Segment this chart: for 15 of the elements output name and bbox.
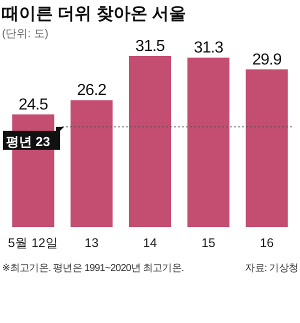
x-tick-label: 16 — [260, 236, 274, 250]
data-label: 29.9 — [252, 51, 282, 68]
text: ※최고기온. 평년은 1991~2020년 최고기온. — [2, 263, 184, 274]
chart-subtitle: (단위: 도) — [2, 28, 48, 40]
data-label: 31.3 — [194, 40, 224, 57]
data-label: 24.5 — [18, 96, 48, 114]
x-tick-label: 14 — [143, 236, 157, 250]
chart-title: 때이른 더위 찾아온 서울 — [2, 4, 186, 23]
x-tick-label: 15 — [201, 236, 216, 250]
text: 자료: 기상청 — [245, 263, 298, 274]
x-tick-label: 5월 12일 — [8, 236, 58, 250]
data-label: 31.5 — [135, 38, 166, 55]
x-tick-label: 13 — [84, 236, 99, 250]
ref-line-label: 평년 23 — [6, 134, 50, 149]
data-label: 26.2 — [77, 82, 107, 100]
